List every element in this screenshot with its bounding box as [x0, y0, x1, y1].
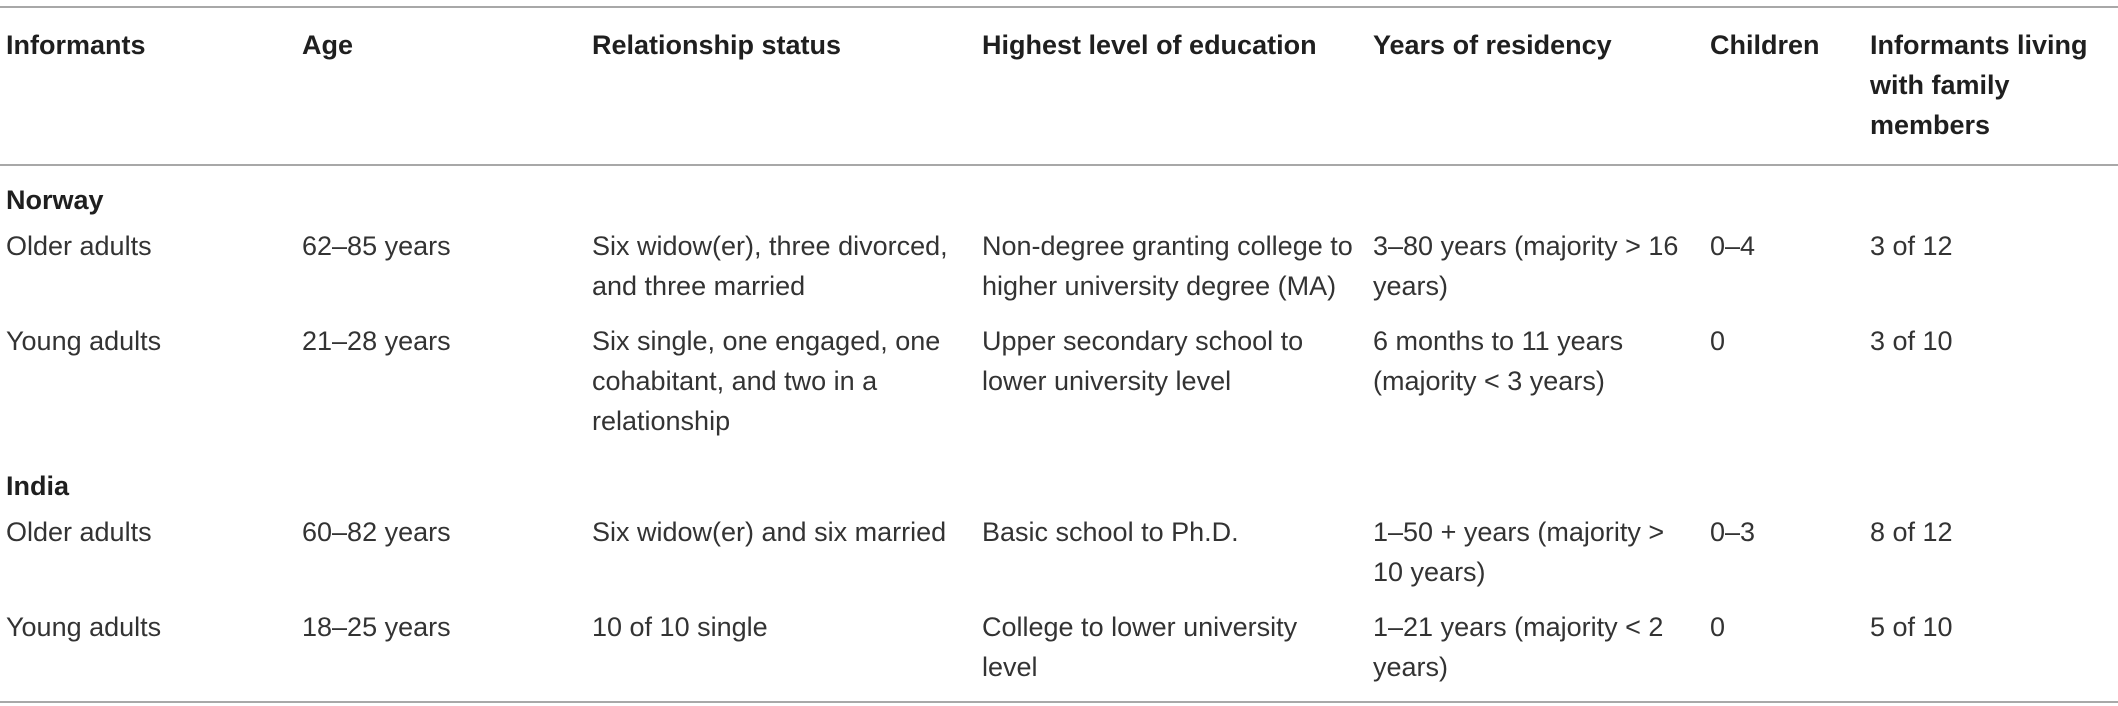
- header-relationship-status: Relationship status: [592, 30, 842, 60]
- header-row: Informants Age Relationship status Highe…: [0, 7, 2118, 165]
- cell-years-of-residency: 6 months to 11 years (majority < 3 years…: [1373, 326, 1624, 396]
- cell-education: Non-degree granting college to higher un…: [982, 231, 1353, 301]
- cell-years-of-residency: 1–21 years (majority < 2 years): [1373, 612, 1664, 682]
- group-label: India: [6, 471, 70, 501]
- group-label: Norway: [6, 185, 104, 215]
- cell-years-of-residency: 1–50 + years (majority > 10 years): [1373, 517, 1665, 587]
- header-living-with-family: Informants living with family members: [1870, 30, 2088, 140]
- header-age: Age: [302, 30, 354, 60]
- table-row: Young adults 21–28 years Six single, one…: [0, 317, 2118, 452]
- table-row: Older adults 62–85 years Six widow(er), …: [0, 222, 2118, 317]
- cell-relationship-status: Six single, one engaged, one cohabitant,…: [592, 326, 941, 436]
- cell-children: 0: [1710, 612, 1726, 642]
- cell-education: College to lower university level: [982, 612, 1298, 682]
- cell-living-with-family: 5 of 10: [1870, 612, 1953, 642]
- header-years-of-residency: Years of residency: [1373, 30, 1612, 60]
- cell-education: Upper secondary school to lower universi…: [982, 326, 1304, 396]
- cell-informants: Older adults: [6, 231, 152, 261]
- cell-relationship-status: Six widow(er) and six married: [592, 517, 947, 547]
- cell-age: 62–85 years: [302, 231, 451, 261]
- cell-informants: Older adults: [6, 517, 152, 547]
- cell-children: 0–4: [1710, 231, 1756, 261]
- group-row-india: India: [0, 452, 2118, 508]
- cell-age: 60–82 years: [302, 517, 451, 547]
- cell-informants: Young adults: [6, 612, 162, 642]
- cell-years-of-residency: 3–80 years (majority > 16 years): [1373, 231, 1679, 301]
- group-row-norway: Norway: [0, 165, 2118, 222]
- cell-relationship-status: 10 of 10 single: [592, 612, 768, 642]
- header-children: Children: [1710, 30, 1820, 60]
- table-row: Young adults 18–25 years 10 of 10 single…: [0, 603, 2118, 702]
- header-education: Highest level of education: [982, 30, 1317, 60]
- cell-age: 21–28 years: [302, 326, 451, 356]
- cell-relationship-status: Six widow(er), three divorced, and three…: [592, 231, 948, 301]
- table-body: Norway Older adults 62–85 years Six wido…: [0, 165, 2118, 702]
- cell-education: Basic school to Ph.D.: [982, 517, 1239, 547]
- cell-informants: Young adults: [6, 326, 162, 356]
- informants-table: Informants Age Relationship status Highe…: [0, 6, 2118, 703]
- cell-children: 0–3: [1710, 517, 1756, 547]
- cell-living-with-family: 3 of 10: [1870, 326, 1953, 356]
- cell-age: 18–25 years: [302, 612, 451, 642]
- cell-children: 0: [1710, 326, 1726, 356]
- cell-living-with-family: 8 of 12: [1870, 517, 1953, 547]
- cell-living-with-family: 3 of 12: [1870, 231, 1953, 261]
- table-header: Informants Age Relationship status Highe…: [0, 7, 2118, 165]
- header-informants: Informants: [6, 30, 146, 60]
- table-row: Older adults 60–82 years Six widow(er) a…: [0, 508, 2118, 603]
